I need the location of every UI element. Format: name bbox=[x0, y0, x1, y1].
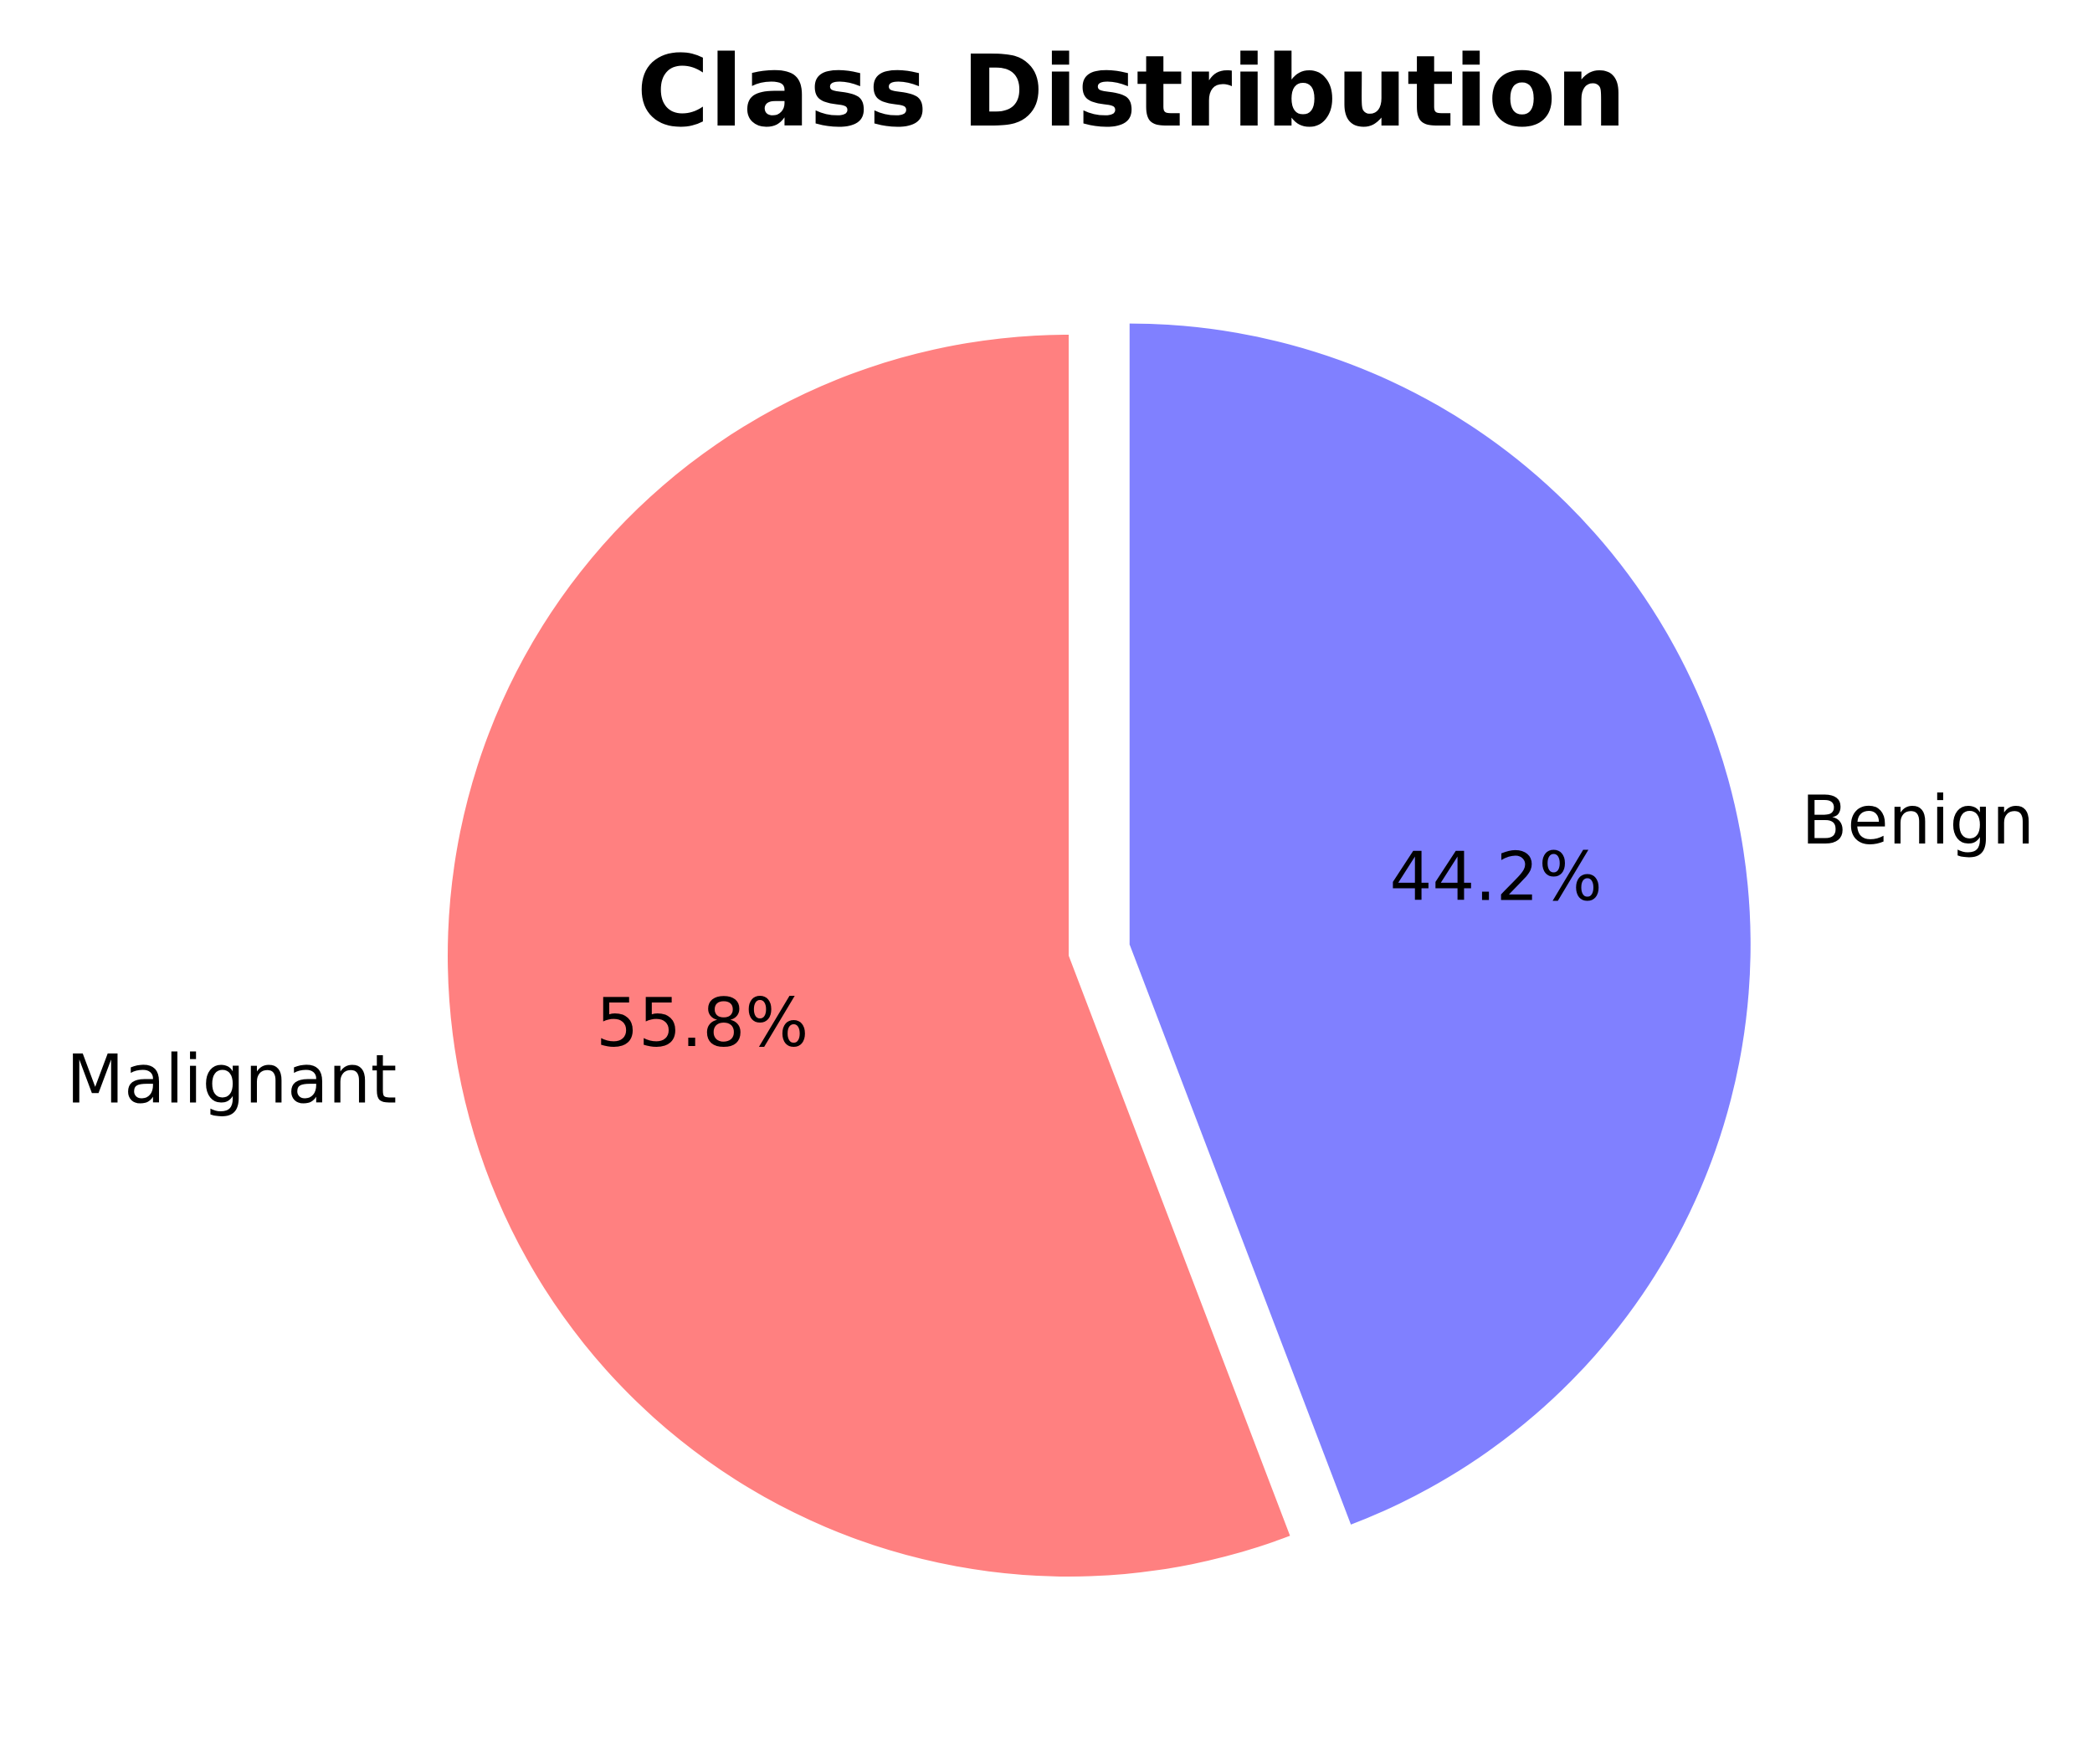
chart-title: Class Distribution bbox=[637, 33, 1626, 149]
slice-label-malignant: Malignant bbox=[66, 1040, 397, 1118]
pie-slice-benign bbox=[1129, 323, 1751, 1525]
pie-labels: 44.2% Benign 55.8% Malignant bbox=[66, 782, 2034, 1118]
pct-label-benign: 44.2% bbox=[1390, 838, 1603, 915]
pct-label-malignant: 55.8% bbox=[596, 984, 808, 1062]
pie-slices bbox=[448, 323, 1751, 1577]
slice-label-benign: Benign bbox=[1801, 782, 2034, 859]
pie-slice-malignant bbox=[448, 335, 1290, 1577]
